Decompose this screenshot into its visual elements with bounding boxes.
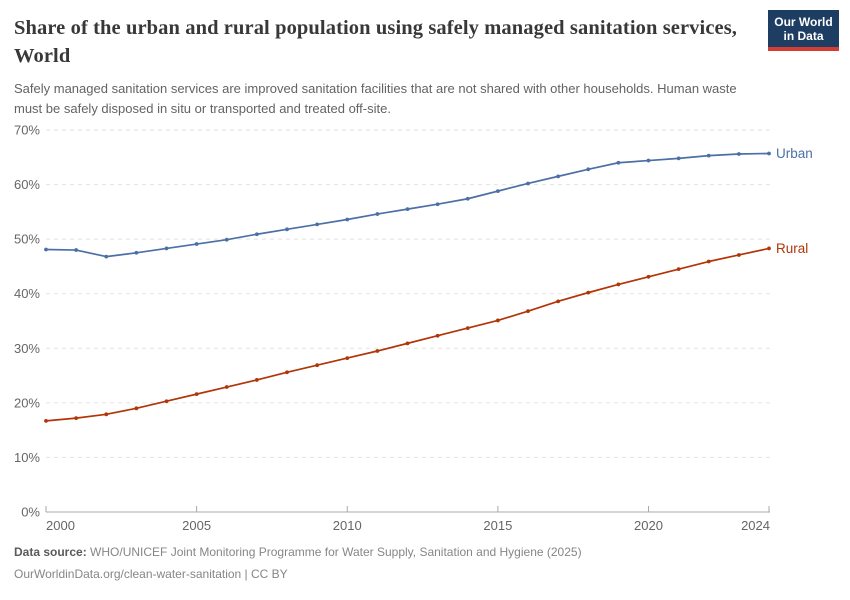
data-point-urban[interactable] bbox=[706, 153, 711, 158]
data-point-urban[interactable] bbox=[224, 237, 229, 242]
data-point-rural[interactable] bbox=[285, 370, 289, 375]
data-point-rural[interactable] bbox=[556, 299, 561, 304]
x-tick-label: 2020 bbox=[634, 518, 663, 533]
data-point-rural[interactable] bbox=[375, 349, 380, 353]
series-label-urban[interactable]: Urban bbox=[776, 146, 813, 161]
data-point-rural[interactable] bbox=[706, 259, 711, 264]
data-point-rural[interactable] bbox=[646, 274, 651, 279]
data-point-rural[interactable] bbox=[254, 378, 259, 382]
y-tick-label: 70% bbox=[14, 123, 40, 138]
data-point-urban[interactable] bbox=[254, 232, 259, 237]
chart-header: Share of the urban and rural population … bbox=[14, 14, 764, 118]
data-point-rural[interactable] bbox=[104, 412, 109, 417]
data-point-urban[interactable] bbox=[676, 156, 681, 161]
data-source-label: Data source: bbox=[14, 545, 87, 559]
data-point-rural[interactable] bbox=[194, 392, 199, 397]
data-point-rural[interactable] bbox=[465, 326, 470, 330]
data-point-urban[interactable] bbox=[736, 152, 741, 156]
x-tick-label: 2024 bbox=[741, 518, 770, 533]
y-tick-label: 40% bbox=[14, 286, 40, 301]
page-title: Share of the urban and rural population … bbox=[14, 17, 738, 67]
x-tick-label: 2010 bbox=[333, 518, 362, 533]
data-point-urban[interactable] bbox=[767, 151, 771, 156]
y-tick-label: 0% bbox=[21, 505, 40, 520]
chart-footer: Data source: WHO/UNICEF Joint Monitoring… bbox=[14, 541, 814, 585]
data-point-urban[interactable] bbox=[104, 254, 109, 259]
x-tick-label: 2005 bbox=[182, 518, 211, 533]
y-tick-label: 60% bbox=[14, 177, 40, 192]
y-tick-label: 10% bbox=[14, 450, 40, 465]
series-line-urban[interactable] bbox=[45, 152, 770, 258]
data-point-urban[interactable] bbox=[556, 174, 561, 179]
data-point-urban[interactable] bbox=[526, 181, 530, 186]
data-point-rural[interactable] bbox=[405, 341, 410, 346]
y-tick-label: 30% bbox=[14, 341, 40, 356]
data-point-rural[interactable] bbox=[676, 267, 681, 272]
owid-logo-line2: in Data bbox=[783, 29, 824, 43]
data-point-urban[interactable] bbox=[194, 242, 199, 246]
data-point-rural[interactable] bbox=[134, 406, 139, 411]
data-point-rural[interactable] bbox=[315, 363, 320, 368]
owid-logo[interactable]: Our World in Data bbox=[768, 10, 839, 51]
data-point-urban[interactable] bbox=[646, 158, 651, 163]
data-point-urban[interactable] bbox=[134, 250, 139, 255]
data-point-urban[interactable] bbox=[74, 248, 79, 252]
x-tick-label: 2000 bbox=[46, 518, 75, 533]
data-point-urban[interactable] bbox=[465, 196, 470, 201]
data-point-urban[interactable] bbox=[405, 207, 410, 212]
y-tick-label: 20% bbox=[14, 395, 40, 410]
data-point-urban[interactable] bbox=[616, 160, 621, 165]
owid-logo-line1: Our World bbox=[774, 15, 833, 29]
data-point-urban[interactable] bbox=[44, 247, 48, 252]
data-point-rural[interactable] bbox=[736, 253, 741, 257]
data-point-urban[interactable] bbox=[495, 189, 500, 194]
data-source-text: WHO/UNICEF Joint Monitoring Programme fo… bbox=[86, 545, 582, 559]
data-point-rural[interactable] bbox=[767, 246, 771, 251]
data-point-urban[interactable] bbox=[285, 227, 289, 232]
data-point-urban[interactable] bbox=[586, 167, 591, 172]
data-point-rural[interactable] bbox=[616, 282, 621, 287]
data-point-rural[interactable] bbox=[44, 418, 48, 423]
chart-subtitle: Safely managed sanitation services are i… bbox=[14, 81, 737, 116]
data-point-rural[interactable] bbox=[586, 290, 591, 295]
series-label-rural[interactable]: Rural bbox=[776, 241, 808, 256]
data-point-urban[interactable] bbox=[375, 212, 380, 216]
data-source-line: Data source: WHO/UNICEF Joint Monitoring… bbox=[14, 541, 814, 563]
y-tick-label: 50% bbox=[14, 232, 40, 247]
citation-link[interactable]: OurWorldinData.org/clean-water-sanitatio… bbox=[14, 567, 288, 581]
data-point-rural[interactable] bbox=[526, 309, 530, 314]
data-point-rural[interactable] bbox=[345, 356, 350, 361]
series-line-rural[interactable] bbox=[45, 247, 770, 422]
data-point-rural[interactable] bbox=[164, 399, 169, 404]
data-point-rural[interactable] bbox=[495, 318, 500, 323]
data-point-rural[interactable] bbox=[224, 385, 229, 389]
data-point-urban[interactable] bbox=[345, 217, 350, 222]
x-tick-label: 2015 bbox=[483, 518, 512, 533]
data-point-urban[interactable] bbox=[435, 202, 440, 207]
data-point-rural[interactable] bbox=[435, 333, 440, 338]
data-point-urban[interactable] bbox=[164, 246, 169, 251]
data-point-urban[interactable] bbox=[315, 222, 320, 227]
data-point-rural[interactable] bbox=[74, 416, 79, 421]
